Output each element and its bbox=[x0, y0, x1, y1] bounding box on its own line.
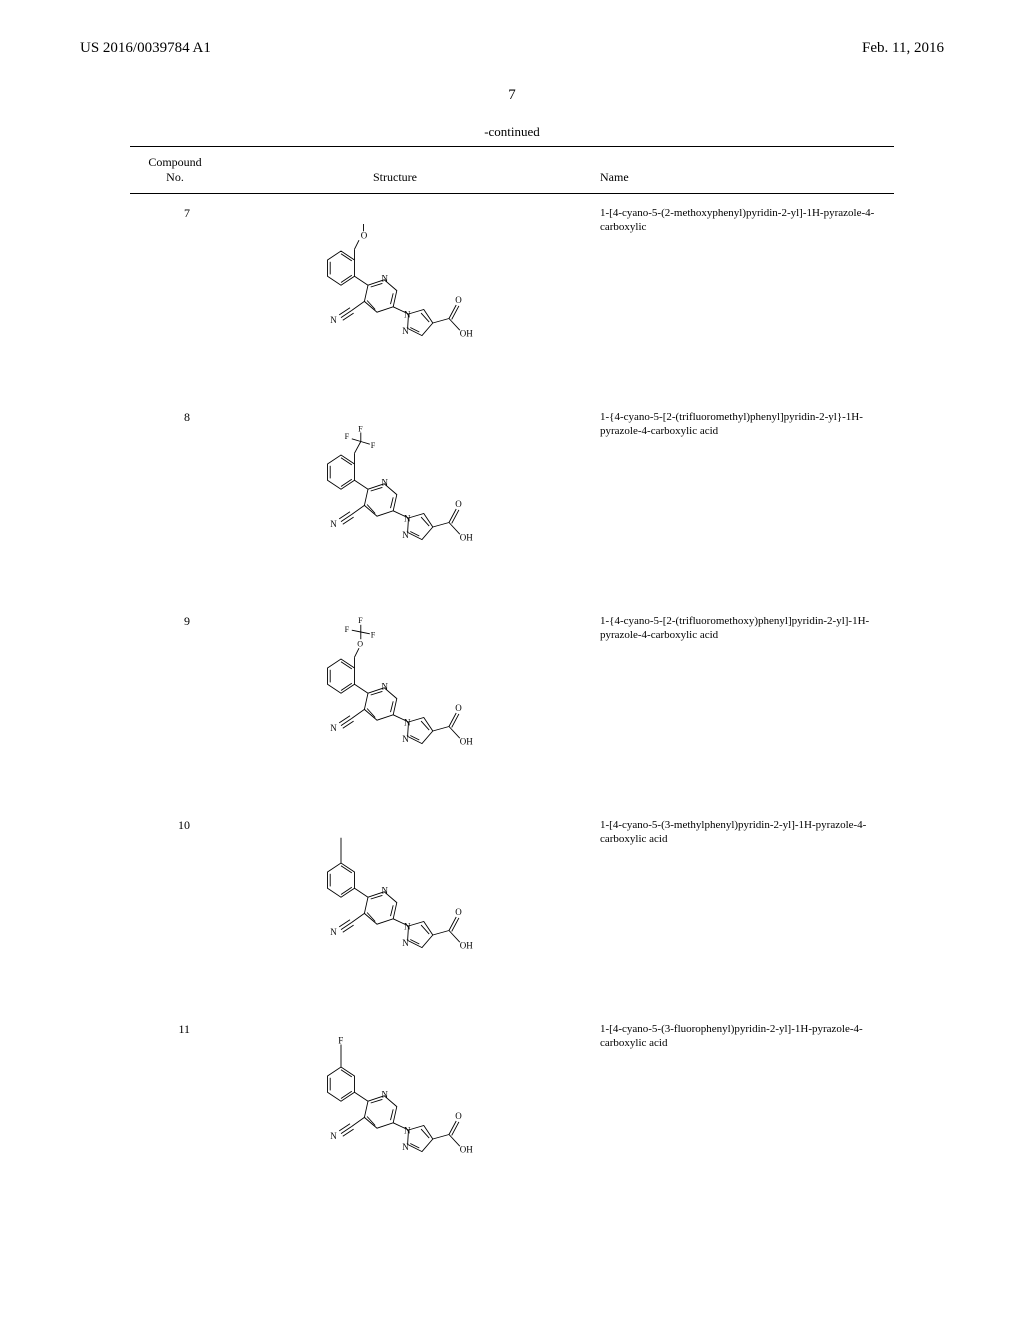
svg-text:F: F bbox=[371, 630, 376, 639]
svg-text:OH: OH bbox=[460, 941, 473, 951]
svg-text:O: O bbox=[455, 703, 462, 713]
structure-svg: N N N N O OH F bbox=[265, 1022, 525, 1202]
svg-text:OH: OH bbox=[460, 1145, 473, 1155]
svg-text:O: O bbox=[357, 639, 363, 648]
svg-text:N: N bbox=[402, 1142, 409, 1152]
table-row: 9 N bbox=[130, 602, 894, 806]
page-header: US 2016/0039784 A1 Feb. 11, 2016 bbox=[0, 0, 1024, 57]
svg-text:OH: OH bbox=[460, 329, 473, 339]
compound-number: 11 bbox=[130, 1022, 220, 1202]
svg-text:N: N bbox=[330, 315, 337, 325]
svg-text:OH: OH bbox=[460, 737, 473, 747]
table-row: 11 N bbox=[130, 1010, 894, 1214]
svg-text:N: N bbox=[404, 922, 411, 932]
svg-text:N: N bbox=[382, 274, 389, 284]
publication-number: US 2016/0039784 A1 bbox=[80, 40, 211, 57]
svg-text:F: F bbox=[345, 625, 350, 634]
table-header-row: Compound No. Structure Name bbox=[130, 146, 894, 194]
svg-text:N: N bbox=[402, 938, 409, 948]
continued-label: -continued bbox=[130, 124, 894, 140]
svg-text:N: N bbox=[382, 478, 389, 488]
svg-text:N: N bbox=[402, 734, 409, 744]
page-number: 7 bbox=[0, 87, 1024, 104]
svg-text:N: N bbox=[404, 718, 411, 728]
table-row: 8 N bbox=[130, 398, 894, 602]
svg-text:N: N bbox=[330, 1131, 337, 1141]
compound-table: -continued Compound No. Structure Name 7 bbox=[130, 124, 894, 1214]
svg-text:N: N bbox=[404, 1126, 411, 1136]
svg-text:F: F bbox=[345, 432, 350, 441]
svg-text:N: N bbox=[402, 530, 409, 540]
svg-text:N: N bbox=[330, 519, 337, 529]
table-row: 7 N bbox=[130, 194, 894, 398]
svg-text:O: O bbox=[455, 907, 462, 917]
svg-text:N: N bbox=[382, 1090, 389, 1100]
compound-structure: N N N N O OH O bbox=[220, 206, 570, 386]
svg-text:N: N bbox=[404, 514, 411, 524]
compound-structure: N N N N O OH O F F F bbox=[220, 614, 570, 794]
compound-structure: N N N N O OH F bbox=[220, 1022, 570, 1202]
svg-text:F: F bbox=[358, 425, 363, 434]
compound-name: 1-[4-cyano-5-(2-methoxyphenyl)pyridin-2-… bbox=[570, 206, 894, 386]
compound-number: 10 bbox=[130, 818, 220, 998]
compound-structure: N N N N O OH F F F bbox=[220, 410, 570, 590]
compound-number: 7 bbox=[130, 206, 220, 386]
svg-text:N: N bbox=[382, 682, 389, 692]
compound-structure: N N N N O OH bbox=[220, 818, 570, 998]
column-header-name: Name bbox=[570, 155, 894, 185]
svg-text:F: F bbox=[338, 1036, 343, 1046]
compound-name: 1-{4-cyano-5-[2-(trifluoromethoxy)phenyl… bbox=[570, 614, 894, 794]
svg-text:N: N bbox=[404, 310, 411, 320]
structure-svg: N N N N O OH O F F F bbox=[265, 614, 525, 794]
svg-text:O: O bbox=[455, 499, 462, 509]
table-row: 10 N bbox=[130, 806, 894, 1010]
structure-svg: N N N N O OH F F F bbox=[265, 410, 525, 590]
svg-text:N: N bbox=[402, 326, 409, 336]
column-header-structure: Structure bbox=[220, 155, 570, 185]
compound-number: 9 bbox=[130, 614, 220, 794]
compound-name: 1-[4-cyano-5-(3-methylphenyl)pyridin-2-y… bbox=[570, 818, 894, 998]
structure-svg: N N N N O OH O bbox=[265, 206, 525, 386]
compound-name: 1-[4-cyano-5-(3-fluorophenyl)pyridin-2-y… bbox=[570, 1022, 894, 1202]
compound-number: 8 bbox=[130, 410, 220, 590]
svg-text:O: O bbox=[455, 295, 462, 305]
table-body: 7 N bbox=[130, 194, 894, 1214]
publication-date: Feb. 11, 2016 bbox=[862, 40, 944, 57]
svg-text:F: F bbox=[358, 616, 363, 625]
compound-name: 1-{4-cyano-5-[2-(trifluoromethyl)phenyl]… bbox=[570, 410, 894, 590]
svg-text:N: N bbox=[330, 723, 337, 733]
svg-text:OH: OH bbox=[460, 533, 473, 543]
column-header-no: Compound No. bbox=[130, 155, 220, 185]
svg-text:O: O bbox=[361, 230, 368, 240]
structure-svg: N N N N O OH bbox=[265, 818, 525, 998]
svg-text:N: N bbox=[382, 886, 389, 896]
svg-text:F: F bbox=[371, 441, 376, 450]
svg-text:N: N bbox=[330, 927, 337, 937]
svg-text:O: O bbox=[455, 1111, 462, 1121]
